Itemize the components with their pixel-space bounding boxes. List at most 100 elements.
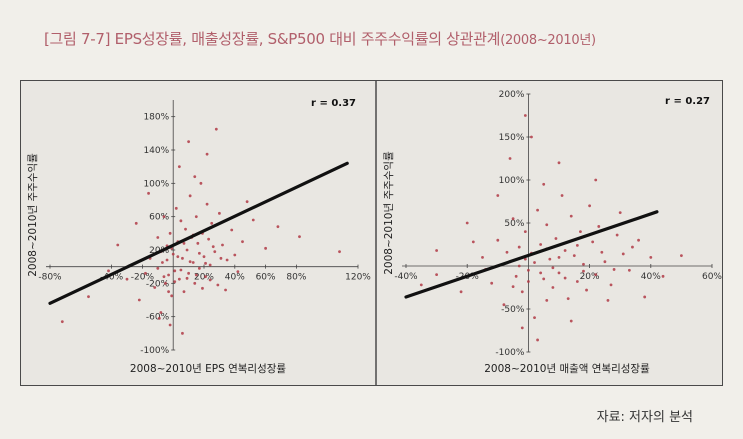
data-point	[184, 227, 187, 231]
trend-line	[48, 161, 349, 305]
data-point	[174, 206, 178, 210]
data-point	[582, 262, 585, 266]
data-point	[530, 135, 533, 139]
data-point	[225, 258, 229, 262]
sales-panel: -40%-20%20%40%60%-100%-50%50%100%150%200…	[383, 90, 722, 375]
data-point	[533, 261, 536, 264]
data-point	[615, 233, 619, 237]
correlation-label: r = 0.27	[665, 96, 710, 107]
data-point	[194, 273, 198, 277]
data-point	[569, 319, 573, 323]
data-point	[554, 237, 558, 240]
data-point	[179, 219, 183, 223]
data-point	[276, 225, 280, 229]
data-point	[218, 211, 221, 215]
data-point	[188, 260, 192, 264]
data-point	[197, 266, 201, 270]
data-point	[193, 281, 197, 285]
data-point	[181, 331, 184, 335]
data-point	[187, 140, 191, 144]
data-point	[557, 271, 561, 275]
data-point	[179, 268, 183, 272]
data-point	[637, 238, 640, 242]
data-point	[188, 194, 192, 198]
data-point	[588, 204, 591, 208]
x-tick-label: 80%	[286, 273, 306, 283]
data-point	[511, 285, 515, 289]
data-point	[164, 281, 167, 285]
x-tick-label: 20%	[194, 273, 214, 283]
data-point	[214, 127, 218, 131]
y-tick-label: 200%	[499, 90, 525, 100]
x-tick-label: -40%	[394, 272, 418, 282]
x-tick-label: -80%	[38, 273, 62, 283]
data-point	[496, 238, 500, 242]
data-point	[173, 280, 177, 284]
data-point	[205, 202, 209, 206]
data-point	[224, 288, 227, 292]
y-axis-label: 2008~2010년 주주수익률	[383, 151, 395, 275]
figure-title: [그림 7-7] EPS성장률, 매출성장률, S&P500 대비 주주수익률의…	[44, 28, 596, 49]
data-point	[597, 225, 601, 228]
y-tick-label: -100%	[140, 346, 169, 356]
data-point	[167, 290, 170, 294]
data-point	[545, 299, 549, 302]
data-point	[187, 271, 191, 275]
data-point	[514, 274, 518, 278]
data-point	[204, 261, 207, 265]
data-point	[161, 261, 164, 264]
data-point	[181, 256, 184, 260]
data-point	[545, 223, 549, 227]
data-point	[191, 261, 195, 264]
data-point	[208, 278, 212, 282]
data-point	[87, 295, 90, 299]
data-point	[496, 194, 500, 197]
data-point	[204, 275, 207, 279]
data-point	[539, 243, 543, 246]
data-point	[230, 228, 234, 232]
y-tick-label: -20%	[146, 279, 170, 289]
y-tick-label: 140%	[143, 146, 169, 156]
data-point	[459, 290, 463, 294]
data-point	[609, 283, 613, 287]
data-point	[566, 297, 570, 301]
data-point	[159, 311, 163, 314]
data-point	[216, 283, 220, 287]
x-tick-label: 20%	[580, 272, 600, 282]
chart-panels: -80% -40% -20% 20% 40% 60% 80% 120% -100% -60% -20…	[20, 80, 723, 386]
data-point	[536, 208, 539, 212]
data-point	[520, 326, 524, 330]
data-point	[661, 274, 665, 278]
source-note: 자료: 저자의 분석	[596, 410, 693, 425]
data-point	[523, 257, 527, 261]
data-point	[193, 175, 197, 179]
data-point	[539, 271, 543, 275]
data-point	[205, 152, 209, 156]
x-tick-label: 60%	[702, 272, 722, 282]
data-point	[542, 182, 546, 186]
data-point	[167, 273, 170, 277]
correlation-label: r = 0.37	[311, 98, 356, 109]
data-point	[508, 157, 512, 160]
data-point	[612, 268, 616, 271]
data-point	[563, 249, 567, 252]
data-point	[201, 286, 204, 290]
data-point	[210, 221, 214, 225]
data-point	[569, 214, 573, 218]
data-point	[594, 178, 598, 182]
data-point	[207, 237, 211, 241]
data-point	[582, 269, 585, 273]
data-point	[649, 256, 653, 259]
data-point	[551, 266, 555, 270]
figure-frame	[20, 80, 723, 386]
data-point	[165, 258, 169, 262]
y-tick-label: -60%	[146, 313, 170, 323]
data-point	[419, 283, 423, 287]
data-point	[465, 221, 469, 225]
data-point	[116, 243, 120, 247]
data-point	[643, 295, 647, 299]
data-point	[177, 277, 181, 281]
y-tick-label: -50%	[501, 305, 525, 315]
data-point	[527, 268, 530, 272]
data-point	[168, 231, 172, 235]
